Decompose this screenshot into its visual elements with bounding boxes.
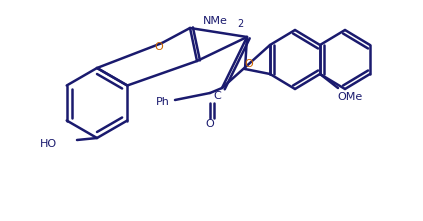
Text: OMe: OMe — [338, 92, 363, 102]
Text: HO: HO — [39, 139, 57, 149]
Text: O: O — [206, 119, 214, 129]
Text: O: O — [244, 59, 253, 69]
Text: O: O — [155, 42, 163, 52]
Text: 2: 2 — [237, 19, 243, 29]
Text: Ph: Ph — [156, 97, 170, 107]
Text: C: C — [213, 91, 221, 101]
Text: NMe: NMe — [203, 16, 228, 26]
